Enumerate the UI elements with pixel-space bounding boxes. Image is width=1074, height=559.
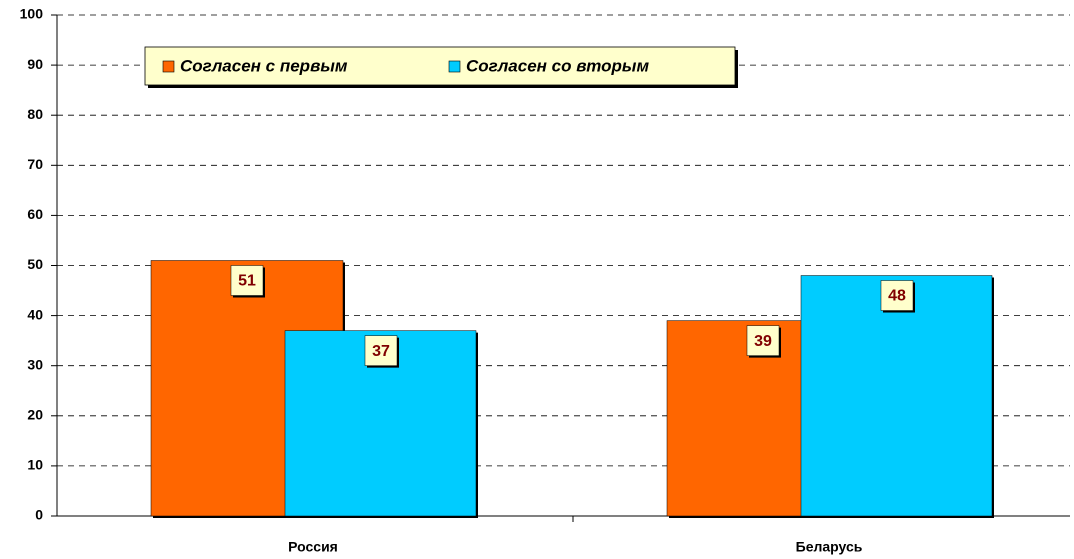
legend [144, 46, 736, 86]
data-label: 39 [754, 333, 772, 350]
y-tick-label: 10 [27, 457, 43, 473]
y-tick-label: 40 [27, 306, 43, 322]
label-box [364, 335, 398, 366]
y-tick-label: 80 [27, 106, 43, 122]
legend-label: Согласен с первым [180, 56, 348, 75]
label-box [880, 280, 914, 311]
y-tick-label: 70 [27, 156, 43, 172]
label-box [230, 265, 264, 296]
y-tick-label: 0 [35, 507, 43, 523]
data-label: 37 [372, 343, 390, 360]
y-tick-label: 90 [27, 56, 43, 72]
legend-label: Согласен со вторым [466, 56, 649, 75]
x-tick-label: Россия [288, 539, 338, 555]
y-tick-label: 30 [27, 356, 43, 372]
data-label: 51 [238, 273, 256, 290]
legend-swatch [448, 60, 461, 73]
data-label: 48 [888, 288, 906, 305]
y-tick-label: 50 [27, 256, 43, 272]
y-tick-label: 100 [20, 6, 44, 22]
label-box [746, 325, 780, 356]
bar [800, 275, 993, 517]
y-tick-label: 20 [27, 407, 43, 423]
legend-swatch [162, 60, 175, 73]
x-tick-label: Беларусь [796, 539, 863, 555]
y-tick-label: 60 [27, 206, 43, 222]
